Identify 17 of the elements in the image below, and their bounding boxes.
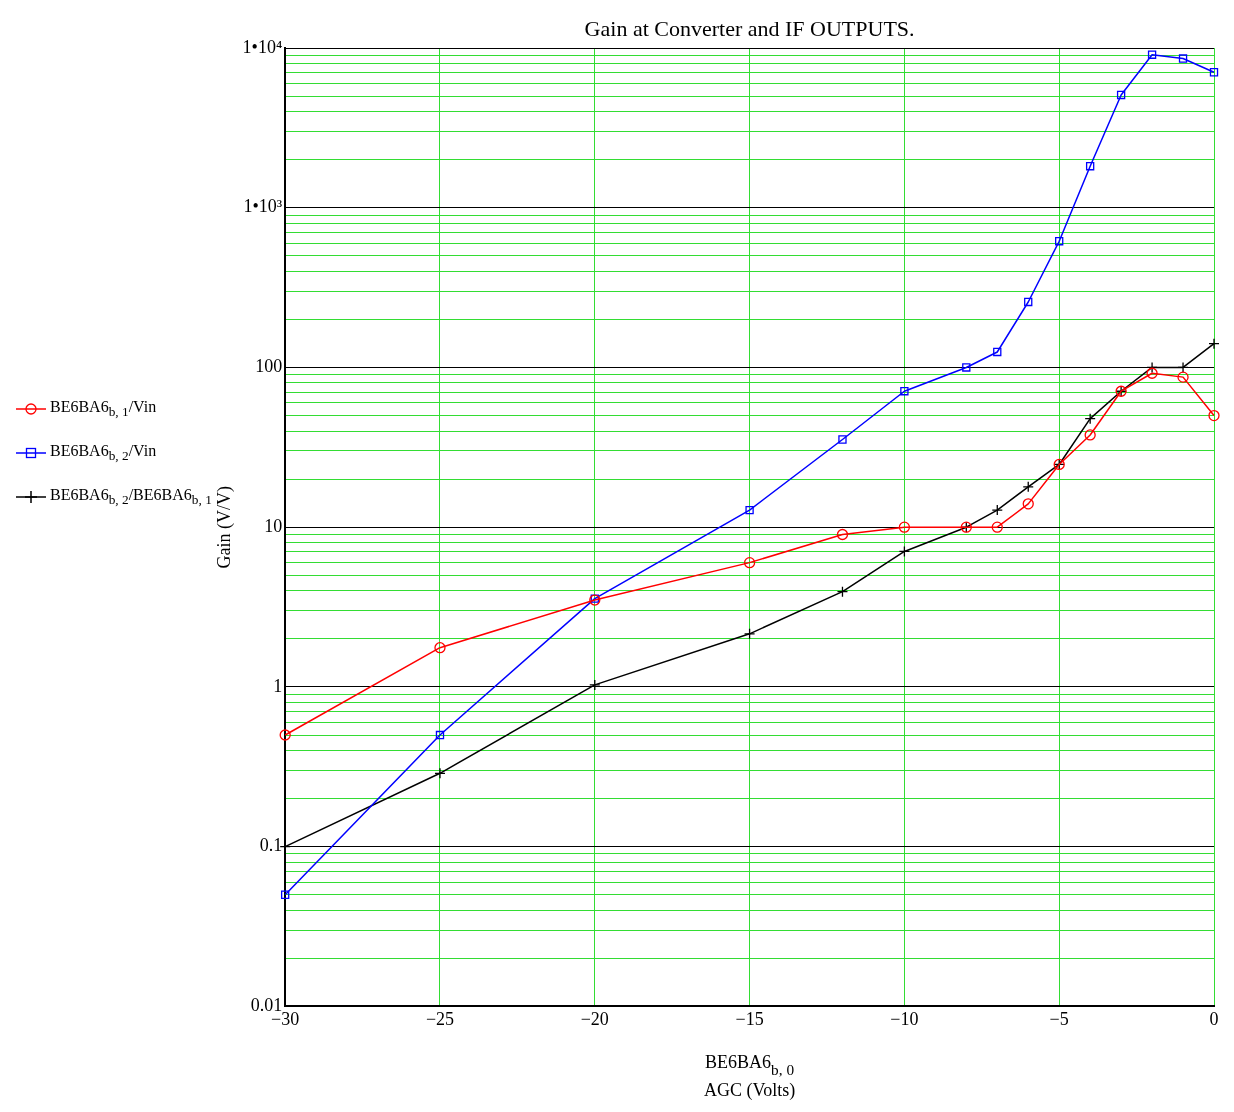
x-tick-label: −15 — [735, 1008, 764, 1029]
legend-label: BE6BA6$_{b, 2}$/Vin — [50, 442, 157, 465]
y-tick-label: 1 — [273, 675, 283, 696]
y-tick-label: 0.1 — [259, 835, 283, 856]
x-tick-label: −5 — [1049, 1008, 1069, 1029]
chart-title: Gain at Converter and IF OUTPUTS. — [584, 16, 915, 41]
y-tick-label: 10 — [264, 515, 283, 536]
x-tick-label: 0 — [1209, 1008, 1219, 1029]
y-axis-title: Gain (V/V) — [213, 485, 235, 569]
legend-label: BE6BA6$_{b, 2}$/BE6BA6$_{b, 1}$ — [50, 486, 212, 509]
x-tick-label: −20 — [580, 1008, 609, 1029]
legend-label: BE6BA6$_{b, 1}$/Vin — [50, 398, 157, 421]
y-tick-label: 100 — [255, 356, 283, 377]
y-tick-label: 1•10⁴ — [242, 36, 283, 57]
x-tick-label: −10 — [890, 1008, 919, 1029]
y-tick-label: 1•10³ — [243, 196, 283, 217]
x-tick-label: −25 — [425, 1008, 455, 1029]
